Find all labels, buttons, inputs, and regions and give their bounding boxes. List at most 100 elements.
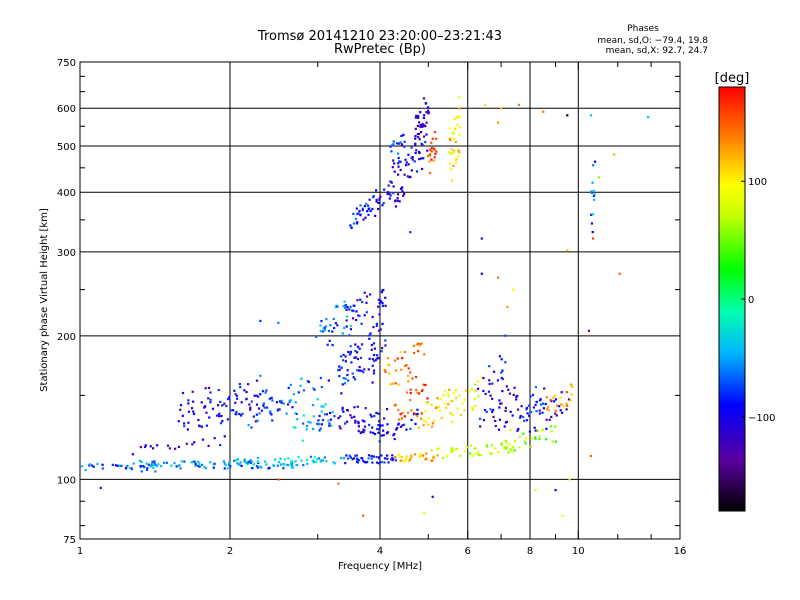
data-point bbox=[376, 354, 379, 357]
data-point bbox=[566, 249, 569, 252]
data-point bbox=[458, 96, 461, 99]
data-point bbox=[464, 389, 468, 392]
data-point bbox=[355, 454, 358, 457]
data-point bbox=[436, 397, 439, 400]
data-point bbox=[428, 171, 432, 175]
data-point bbox=[180, 460, 183, 463]
data-point bbox=[452, 149, 456, 152]
data-point bbox=[383, 457, 387, 460]
x-tick-label: 8 bbox=[527, 546, 533, 557]
data-point bbox=[204, 387, 207, 390]
data-point bbox=[519, 416, 522, 419]
data-point bbox=[593, 160, 597, 163]
data-point bbox=[346, 373, 349, 377]
data-point bbox=[192, 460, 195, 463]
data-point bbox=[427, 423, 430, 426]
data-point bbox=[422, 124, 425, 127]
data-point bbox=[506, 305, 509, 309]
data-point bbox=[473, 447, 477, 450]
data-point bbox=[286, 403, 290, 406]
data-point bbox=[372, 195, 375, 198]
data-point bbox=[185, 442, 188, 445]
data-point bbox=[436, 406, 439, 409]
data-point bbox=[425, 420, 428, 424]
data-point bbox=[256, 466, 259, 469]
data-point bbox=[145, 462, 148, 465]
data-point bbox=[392, 434, 395, 437]
data-point bbox=[534, 489, 537, 492]
data-point bbox=[425, 452, 428, 455]
data-point bbox=[516, 408, 520, 411]
data-point bbox=[209, 391, 212, 394]
data-point bbox=[545, 438, 548, 441]
data-point bbox=[349, 328, 353, 331]
data-point bbox=[362, 218, 365, 221]
data-point bbox=[397, 162, 400, 165]
x-tick-label: 2 bbox=[227, 546, 233, 557]
data-point bbox=[367, 457, 370, 460]
data-point bbox=[419, 344, 422, 347]
data-point bbox=[297, 391, 300, 394]
data-point bbox=[507, 388, 510, 391]
data-point bbox=[370, 454, 373, 458]
data-point bbox=[179, 467, 182, 470]
data-point bbox=[101, 463, 104, 466]
data-point bbox=[240, 401, 243, 404]
data-point bbox=[341, 408, 344, 411]
data-point bbox=[420, 412, 423, 415]
data-point bbox=[271, 419, 274, 422]
data-point bbox=[410, 169, 413, 172]
data-point bbox=[458, 151, 461, 154]
data-point bbox=[414, 116, 417, 119]
data-point bbox=[360, 369, 363, 373]
data-point bbox=[491, 410, 494, 414]
data-point bbox=[401, 424, 404, 427]
data-point bbox=[498, 406, 501, 409]
data-point bbox=[458, 126, 462, 129]
data-point bbox=[349, 456, 352, 459]
data-point bbox=[84, 469, 87, 472]
data-point bbox=[525, 406, 528, 410]
data-point bbox=[545, 427, 548, 430]
data-point bbox=[438, 447, 441, 450]
data-point bbox=[422, 97, 426, 100]
data-point bbox=[329, 418, 332, 421]
data-point bbox=[491, 397, 494, 400]
data-point bbox=[222, 460, 225, 463]
data-point bbox=[554, 425, 557, 428]
data-point bbox=[398, 160, 401, 163]
data-point bbox=[234, 401, 237, 404]
data-point bbox=[177, 420, 180, 423]
data-point bbox=[207, 386, 211, 390]
data-point bbox=[534, 429, 537, 432]
data-point bbox=[221, 419, 224, 423]
data-point bbox=[365, 202, 368, 206]
data-point bbox=[474, 383, 477, 386]
data-point bbox=[279, 457, 282, 460]
data-point bbox=[289, 383, 292, 386]
data-point bbox=[140, 460, 143, 464]
data-point bbox=[566, 114, 569, 117]
data-point bbox=[489, 394, 492, 397]
data-point bbox=[377, 431, 380, 434]
data-point bbox=[129, 467, 132, 470]
data-point bbox=[204, 467, 207, 470]
data-point bbox=[215, 414, 219, 417]
data-point bbox=[378, 440, 381, 443]
data-point bbox=[513, 449, 516, 452]
data-point bbox=[338, 368, 341, 371]
data-point bbox=[380, 300, 383, 304]
data-point bbox=[183, 425, 186, 428]
data-point bbox=[397, 408, 400, 412]
data-point bbox=[396, 197, 399, 200]
data-point bbox=[357, 425, 360, 428]
data-point bbox=[179, 404, 183, 407]
data-point bbox=[372, 325, 375, 329]
data-point bbox=[336, 305, 339, 308]
data-point bbox=[399, 425, 403, 428]
colorbar-unit: [deg] bbox=[715, 71, 750, 86]
data-point bbox=[305, 424, 309, 428]
data-point bbox=[454, 140, 457, 144]
data-point bbox=[151, 447, 155, 450]
data-point bbox=[405, 161, 408, 164]
